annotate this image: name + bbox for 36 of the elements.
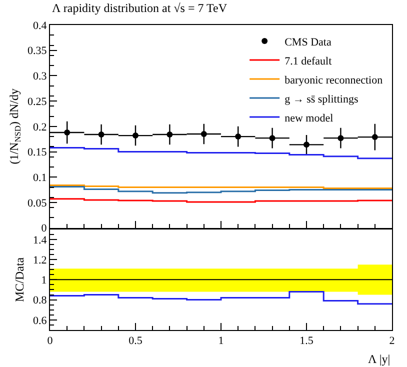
y-tick-label: 0.8 bbox=[33, 294, 48, 307]
y-tick-label: 0.6 bbox=[33, 314, 48, 327]
y-axis-title: MC/Data bbox=[12, 256, 26, 302]
x-tick-label: 1.5 bbox=[300, 335, 314, 348]
x-tick-label: 1 bbox=[218, 335, 224, 348]
point bbox=[235, 134, 242, 140]
point bbox=[200, 131, 207, 138]
point bbox=[372, 134, 378, 140]
y-tick-label: 0.4 bbox=[33, 20, 48, 32]
point bbox=[269, 135, 276, 142]
y-tick-label: 0.35 bbox=[28, 45, 48, 58]
legend-label: 7.1 default bbox=[284, 55, 332, 68]
legend-label: new model bbox=[284, 112, 334, 124]
y-tick-label: 0.05 bbox=[28, 197, 48, 210]
y-tick-label: 0.25 bbox=[28, 96, 48, 108]
x-axis-title: Λ |y| bbox=[368, 352, 390, 366]
point bbox=[304, 142, 310, 148]
point bbox=[338, 135, 344, 142]
y-tick-label: 1.4 bbox=[33, 234, 48, 246]
x-tick-label: 0.5 bbox=[128, 335, 143, 348]
x-tick-label: 2 bbox=[389, 335, 395, 348]
point bbox=[166, 132, 173, 138]
y-tick-label: 1 bbox=[41, 274, 47, 287]
point bbox=[132, 132, 138, 139]
y-tick-label: 0.2 bbox=[33, 121, 47, 134]
legend-label: baryonic reconnection bbox=[284, 74, 384, 86]
y-tick-label: 1.2 bbox=[33, 254, 47, 266]
legend-label: CMS Data bbox=[284, 36, 332, 48]
y-tick-label: 0 bbox=[41, 222, 48, 235]
point bbox=[98, 132, 104, 138]
y-tick-label: 0.3 bbox=[33, 70, 48, 83]
y-tick-label: 0.1 bbox=[33, 172, 47, 184]
point bbox=[64, 130, 70, 136]
y-tick-label: 0.15 bbox=[28, 146, 48, 159]
legend-label: g → ss̄ splittings bbox=[284, 93, 358, 106]
chart-title: Λ rapidity distribution at √s = 7 TeV bbox=[52, 1, 228, 15]
